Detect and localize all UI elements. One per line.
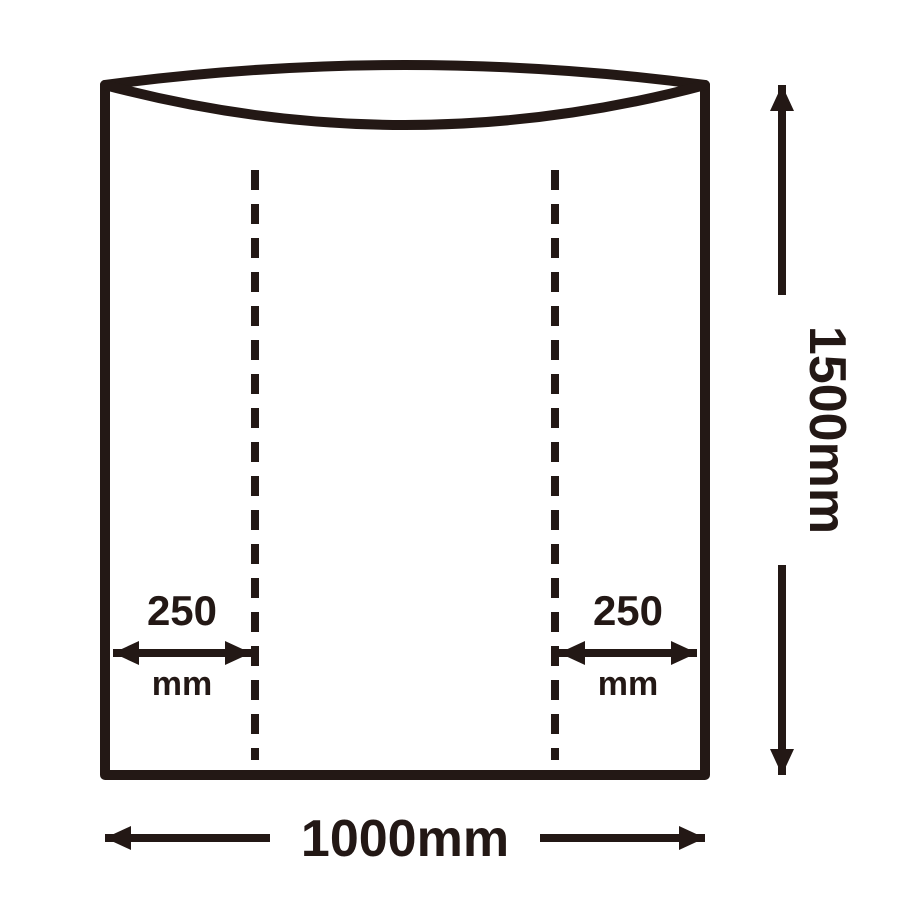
gusset-unit-left: mm	[152, 665, 212, 703]
bag-back-rim	[105, 85, 705, 125]
gusset-value-left: 250	[147, 587, 217, 634]
arrowhead-down	[770, 749, 794, 775]
gusset-value-right: 250	[593, 587, 663, 634]
gusset-unit-right: mm	[598, 665, 658, 703]
width-label: 1000mm	[301, 810, 509, 868]
arrowhead-right	[679, 826, 705, 850]
arrowhead-left	[105, 826, 131, 850]
arrowhead-right	[671, 641, 697, 665]
arrowhead-left	[113, 641, 139, 665]
arrowhead-up	[770, 85, 794, 111]
dimension-diagram: 1000mm 1500mm 250 mm 250 mm	[0, 0, 900, 900]
arrowhead-left	[559, 641, 585, 665]
height-label: 1500mm	[798, 326, 856, 534]
arrowhead-right	[225, 641, 251, 665]
